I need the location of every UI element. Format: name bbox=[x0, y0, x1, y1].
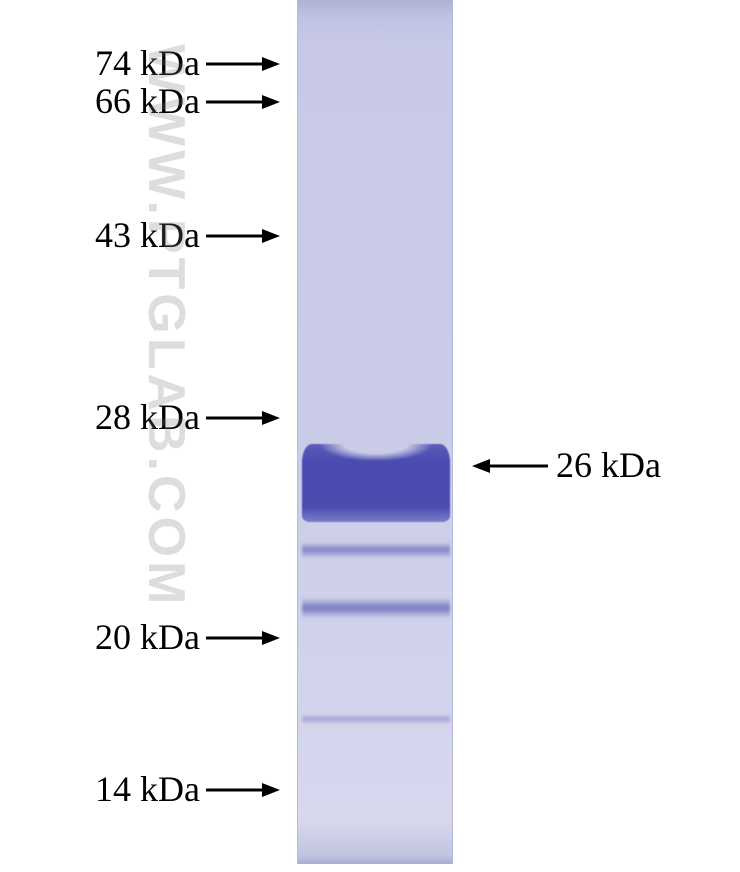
mw-marker-label: 14 kDa bbox=[95, 768, 200, 810]
gel-band bbox=[302, 444, 450, 522]
arrow-right-icon bbox=[186, 225, 300, 247]
arrow-left-icon bbox=[452, 455, 568, 477]
gel-band bbox=[302, 714, 450, 724]
arrow-right-icon bbox=[186, 407, 300, 429]
arrow-right-icon bbox=[186, 91, 300, 113]
arrow-right-icon bbox=[186, 53, 300, 75]
gel-figure: 74 kDa66 kDa 43 kDa 28 kDa 20 kDa 14 kDa 26 k… bbox=[0, 0, 740, 872]
band-annotation-label: 26 kDa bbox=[556, 444, 661, 486]
mw-marker-label: 20 kDa bbox=[95, 616, 200, 658]
gel-lane bbox=[297, 0, 453, 864]
arrow-right-icon bbox=[186, 627, 300, 649]
mw-marker-label: 43 kDa bbox=[95, 214, 200, 256]
mw-marker-label: 74 kDa bbox=[95, 42, 200, 84]
gel-band bbox=[302, 598, 450, 618]
gel-band bbox=[302, 542, 450, 558]
mw-marker-label: 28 kDa bbox=[95, 396, 200, 438]
mw-marker-label: 66 kDa bbox=[95, 80, 200, 122]
arrow-right-icon bbox=[186, 779, 300, 801]
